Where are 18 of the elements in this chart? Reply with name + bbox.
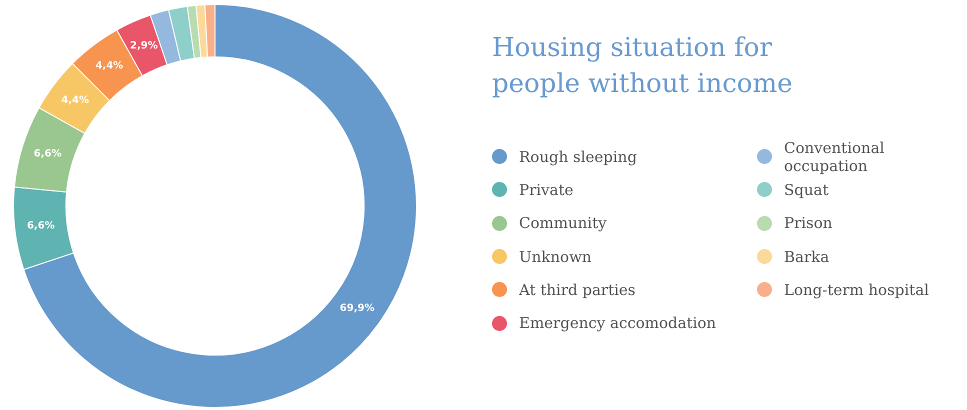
- data-label: 4,4%: [95, 60, 124, 72]
- legend-label: Private: [519, 180, 574, 199]
- legend-label: Squat: [784, 180, 829, 199]
- data-label: 6,6%: [26, 220, 55, 232]
- legend-label: Unknown: [519, 248, 592, 266]
- legend-label: Emergency accomodation: [519, 314, 716, 332]
- data-label: 2,9%: [130, 40, 158, 52]
- text: Housing situation for people without income: [492, 32, 794, 101]
- legend-label: At third parties: [519, 280, 636, 299]
- legend-label: Conventional occupation: [784, 138, 886, 175]
- legend-label: Community: [519, 214, 607, 232]
- data-label: 6,6%: [34, 148, 62, 160]
- data-label: 4,4%: [61, 94, 90, 106]
- legend-label: Barka: [784, 248, 830, 266]
- data-label: 69,9%: [340, 303, 374, 314]
- legend-label: Rough sleeping: [519, 148, 637, 166]
- legend-label: Long-term hospital: [784, 280, 929, 299]
- legend-label: Prison: [784, 214, 832, 232]
